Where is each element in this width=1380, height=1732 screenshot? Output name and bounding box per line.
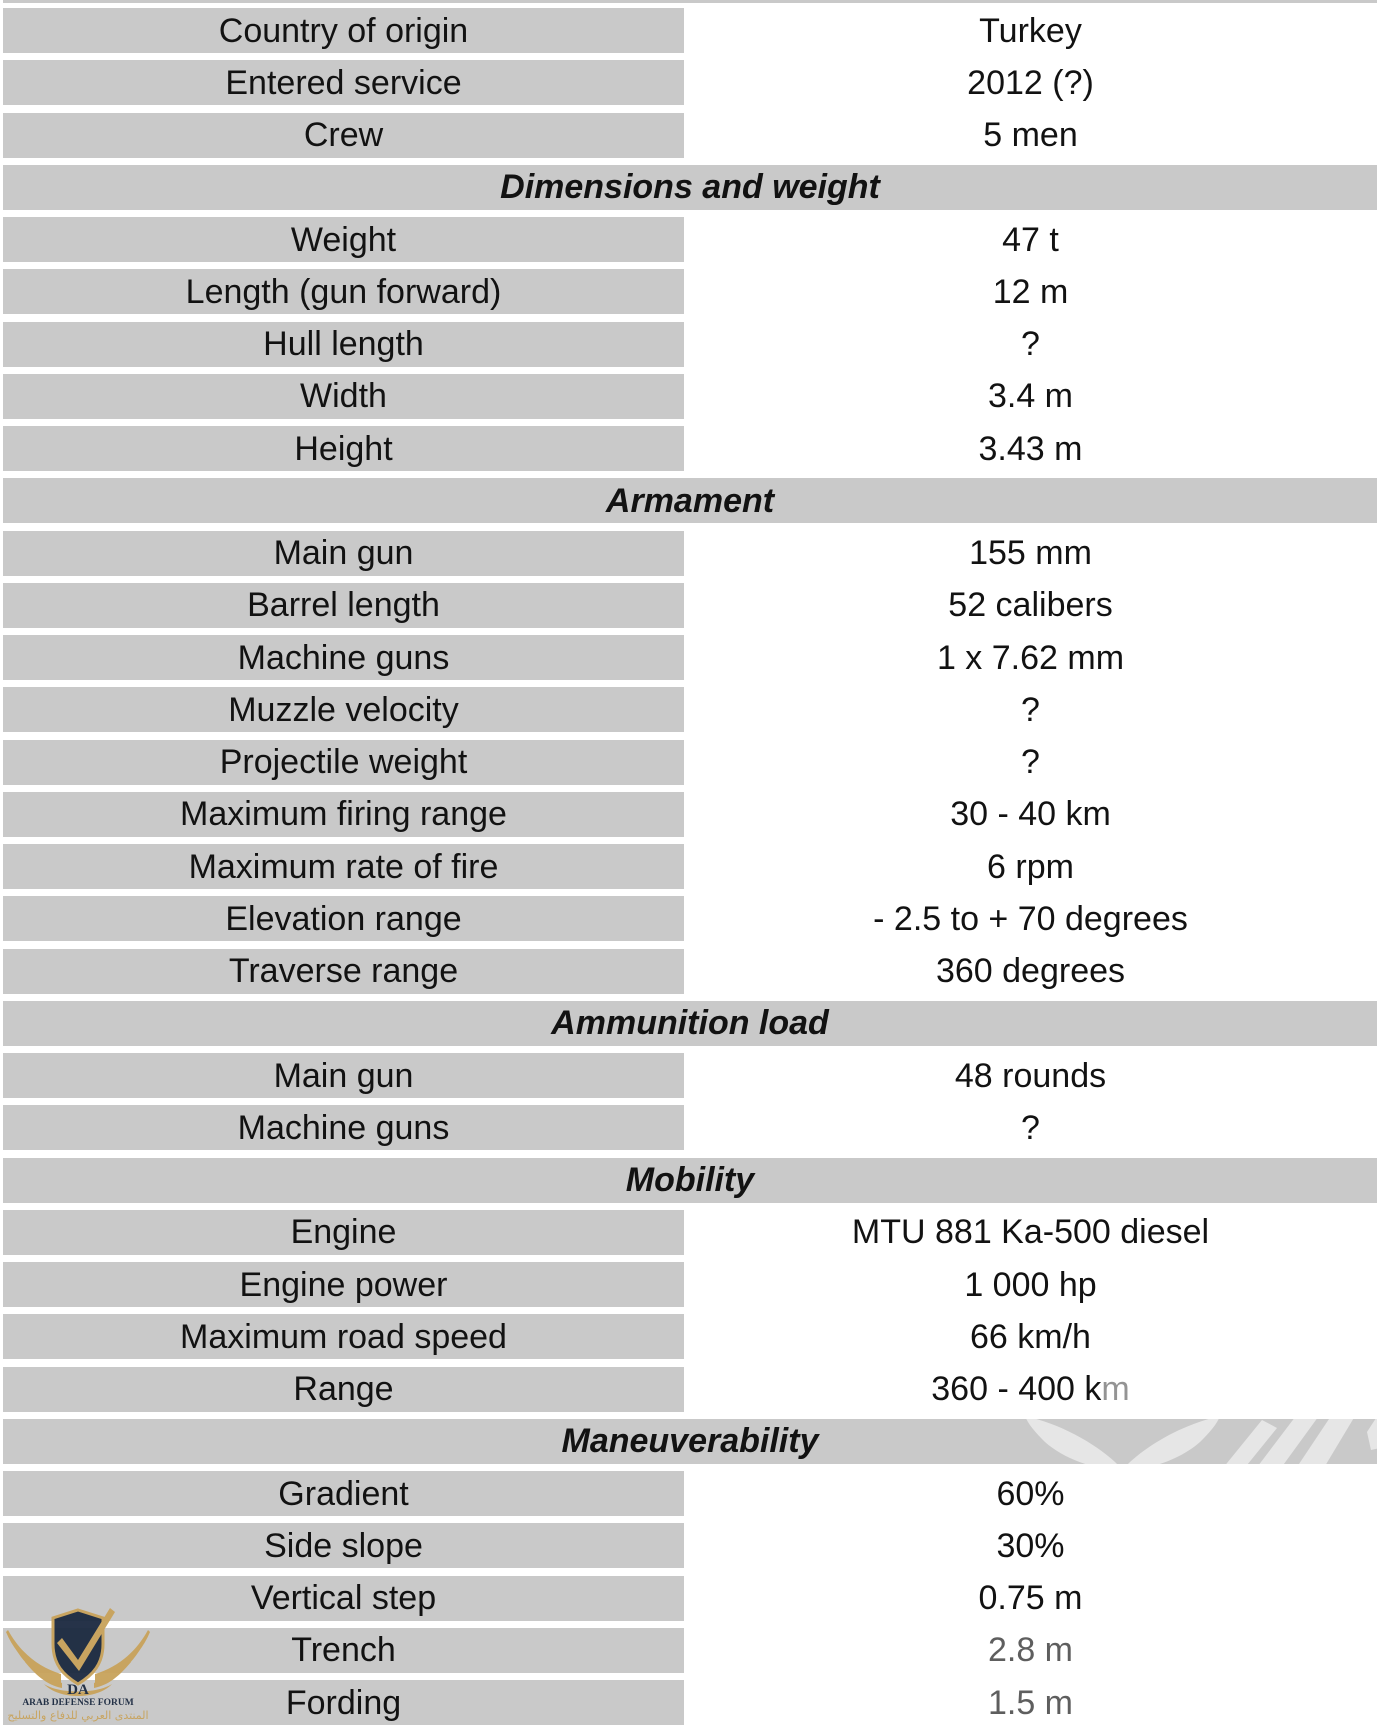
spec-label: Machine guns: [3, 635, 684, 680]
spec-label: Maximum firing range: [3, 791, 684, 837]
spec-label: Engine: [3, 1209, 684, 1255]
spec-row: Machine guns 1 x 7.62 mm: [3, 635, 1377, 680]
section-header: Mobility: [3, 1157, 1377, 1203]
spec-value: 30%: [684, 1523, 1377, 1569]
spec-row: Projectile weight?: [3, 739, 1377, 785]
spec-row: Engine MTU 881 Ka-500 diesel: [3, 1209, 1377, 1255]
spec-value: 155 mm: [684, 530, 1377, 576]
spec-value: 1 000 hp: [684, 1262, 1377, 1307]
spec-label: Weight: [3, 217, 684, 262]
spec-row: Length (gun forward) 12 m: [3, 269, 1377, 315]
spec-label: Vertical step: [3, 1575, 684, 1621]
section-header: Armament: [3, 478, 1377, 524]
spec-value: - 2.5 to + 70 degrees: [684, 896, 1377, 942]
section-header: Dimensions and weight: [3, 164, 1377, 210]
spec-row: Vertical step 0.75 m: [3, 1575, 1377, 1621]
spec-value: 60%: [684, 1471, 1377, 1516]
spec-label: Crew: [3, 112, 684, 158]
spec-label: Main gun: [3, 530, 684, 576]
spec-row: Crew 5 men: [3, 112, 1377, 158]
spec-value: 1.5 m: [684, 1680, 1377, 1725]
spec-row: Traverse range 360 degrees: [3, 948, 1377, 994]
spec-row: Main gun 48 rounds: [3, 1053, 1377, 1098]
spec-value: MTU 881 Ka-500 diesel: [684, 1209, 1377, 1255]
spec-row: Barrel length 52 calibers: [3, 582, 1377, 628]
spec-label: Hull length: [3, 321, 684, 367]
spec-label: Traverse range: [3, 948, 684, 994]
spec-row: Engine power 1 000 hp: [3, 1262, 1377, 1307]
spec-label: Projectile weight: [3, 739, 684, 785]
spec-row: Maximum road speed 66 km/h: [3, 1314, 1377, 1360]
spec-value: 2.8 m: [684, 1627, 1377, 1673]
table-top-strip: [3, 0, 1377, 3]
spec-label: Height: [3, 426, 684, 471]
spec-row: Width 3.4 m: [3, 373, 1377, 419]
spec-label: Trench: [3, 1627, 684, 1673]
spec-value: 0.75 m: [684, 1575, 1377, 1621]
spec-label: Entered service: [3, 60, 684, 106]
spec-value: ?: [684, 739, 1377, 785]
spec-value: 1 x 7.62 mm: [684, 635, 1377, 680]
spec-label: Fording: [3, 1680, 684, 1725]
spec-row: Fording 1.5 m: [3, 1680, 1377, 1725]
spec-value: 48 rounds: [684, 1053, 1377, 1098]
spec-label: Width: [3, 373, 684, 419]
spec-row: Elevation range - 2.5 to + 70 degrees: [3, 896, 1377, 942]
spec-row: Main gun 155 mm: [3, 530, 1377, 576]
spec-label: Main gun: [3, 1053, 684, 1098]
spec-row: Entered service 2012 (?): [3, 60, 1377, 106]
spec-value: 30 - 40 km: [684, 791, 1377, 837]
spec-value: ?: [684, 321, 1377, 367]
spec-row: Maximum rate of fire 6 rpm: [3, 844, 1377, 889]
spec-row: Range 360 - 400 km: [3, 1366, 1377, 1412]
spec-value: 3.4 m: [684, 373, 1377, 419]
spec-value: ?: [684, 687, 1377, 733]
spec-label: Maximum rate of fire: [3, 844, 684, 889]
spec-label: Country of origin: [3, 8, 684, 53]
spec-value: 360 degrees: [684, 948, 1377, 994]
spec-row: Muzzle velocity?: [3, 687, 1377, 733]
spec-label: Elevation range: [3, 896, 684, 942]
section-header: Maneuverability: [3, 1418, 1377, 1464]
spec-value: 360 - 400 km: [684, 1366, 1377, 1412]
spec-row: Trench 2.8 m: [3, 1627, 1377, 1673]
spec-value: 47 t: [684, 217, 1377, 262]
spec-label: Maximum road speed: [3, 1314, 684, 1360]
spec-row: Hull length?: [3, 321, 1377, 367]
section-header: Ammunition load: [3, 1000, 1377, 1046]
spec-label: Range: [3, 1366, 684, 1412]
spec-label: Machine guns: [3, 1105, 684, 1151]
spec-row: Machine guns?: [3, 1105, 1377, 1151]
spec-table: Country of origin Turkey Entered service 20…: [3, 8, 1377, 1732]
spec-row: Country of origin Turkey: [3, 8, 1377, 53]
spec-value: 3.43 m: [684, 426, 1377, 471]
spec-label: Barrel length: [3, 582, 684, 628]
spec-label: Muzzle velocity: [3, 687, 684, 733]
spec-value: 12 m: [684, 269, 1377, 315]
spec-value: 66 km/h: [684, 1314, 1377, 1360]
spec-row: Weight 47 t: [3, 217, 1377, 262]
spec-label: Length (gun forward): [3, 269, 684, 315]
spec-value: Turkey: [684, 8, 1377, 53]
spec-row: Gradient 60%: [3, 1471, 1377, 1516]
spec-row: Side slope 30%: [3, 1523, 1377, 1569]
spec-value: ?: [684, 1105, 1377, 1151]
spec-label: Engine power: [3, 1262, 684, 1307]
spec-row: Height 3.43 m: [3, 426, 1377, 471]
spec-value: 2012 (?): [684, 60, 1377, 106]
spec-label: Gradient: [3, 1471, 684, 1516]
spec-value: 6 rpm: [684, 844, 1377, 889]
spec-value: 5 men: [684, 112, 1377, 158]
spec-label: Side slope: [3, 1523, 684, 1569]
spec-value: 52 calibers: [684, 582, 1377, 628]
spec-row: Maximum firing range 30 - 40 km: [3, 791, 1377, 837]
